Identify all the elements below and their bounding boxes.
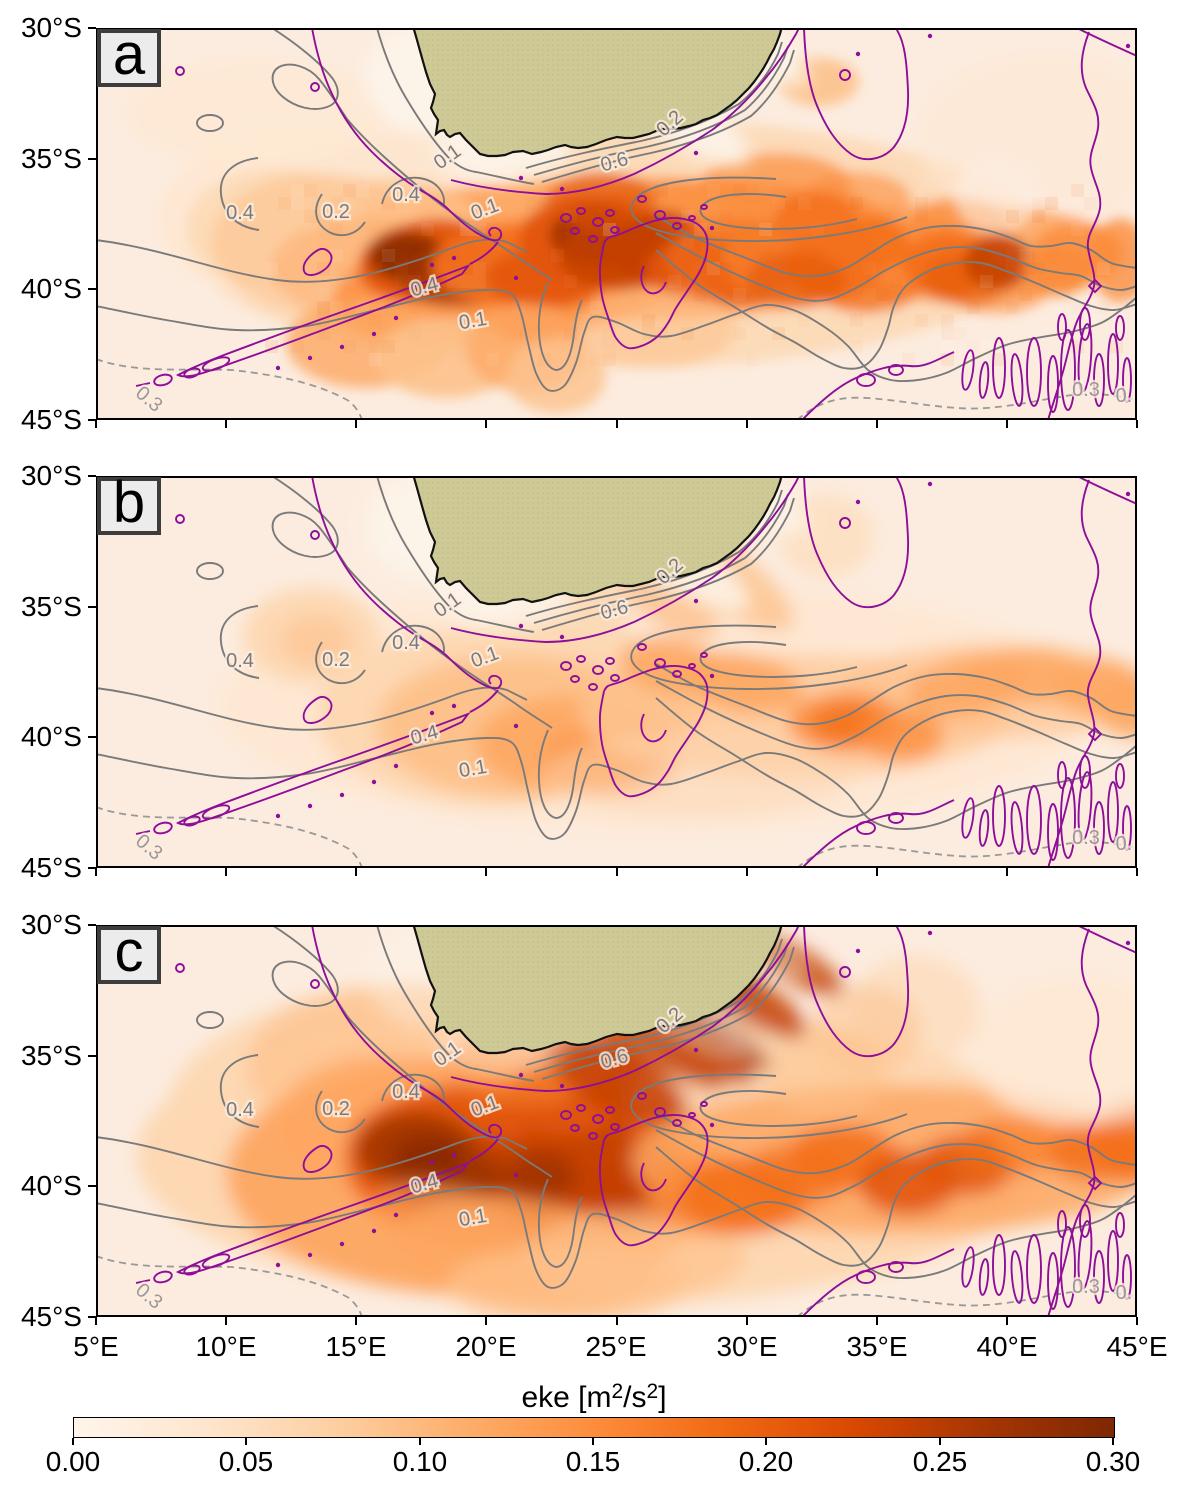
svg-text:b: b: [113, 476, 145, 535]
svg-text:c: c: [115, 925, 144, 984]
svg-text:a: a: [113, 28, 146, 87]
